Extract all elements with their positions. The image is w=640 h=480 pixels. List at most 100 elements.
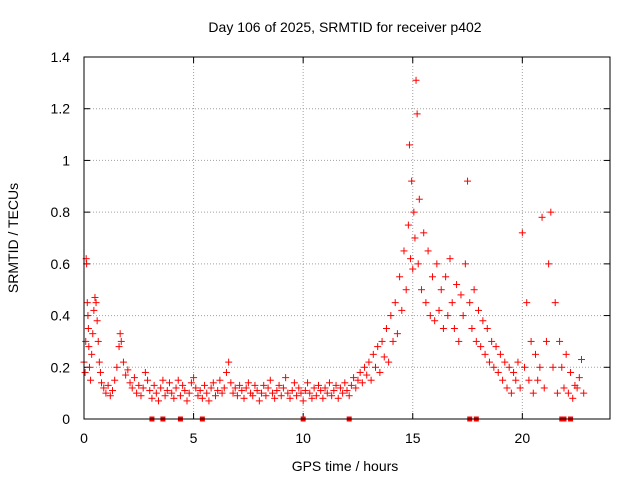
data-point [412,76,420,84]
data-point [343,387,351,395]
data-point [418,286,426,294]
data-point [152,389,160,397]
data-point [450,325,458,332]
data-point [422,299,430,307]
data-point [527,337,535,345]
data-point [468,325,476,332]
data-point [192,384,200,392]
data-point [428,273,436,281]
data-point [111,376,119,384]
data-point [135,381,143,389]
data-point [354,376,362,384]
data-point [415,195,423,203]
data-point [190,374,198,382]
data-point [144,376,152,384]
data-point [84,312,92,320]
y-tick-label: 0.6 [51,256,71,272]
data-point [408,177,416,185]
data-point [411,234,419,242]
data-point [157,384,165,392]
data-point [382,325,390,332]
data-point [165,379,173,387]
data-point [98,379,106,387]
data-point [242,384,250,392]
data-point [389,337,397,345]
data-point [442,273,450,281]
data-point [214,387,222,395]
data-point [185,389,193,397]
data-point [295,384,303,392]
data-point [225,358,233,366]
data-point [161,392,169,400]
data-point [496,350,504,358]
data-point [516,384,524,392]
data-point [297,389,305,397]
data-point [328,392,336,400]
data-point [117,337,125,345]
data-point [553,389,561,397]
data-point [575,374,583,382]
data-point [350,374,358,382]
data-point [92,299,100,307]
data-point [387,312,395,320]
data-point [301,387,309,395]
data-point [85,343,93,351]
y-tick-label: 0.2 [51,359,71,375]
data-point [212,392,219,400]
data-point [148,394,156,402]
data-point [402,286,410,294]
data-point [205,397,213,405]
data-point [405,141,413,149]
data-point [475,306,482,314]
data-point [347,381,355,389]
data-point [334,394,342,402]
data-point [510,368,518,376]
data-point [155,397,163,405]
data-point [116,330,124,338]
data-point [317,387,325,395]
data-point [93,317,101,325]
data-point [266,376,274,384]
x-tick-label: 10 [295,430,311,446]
data-point [108,387,116,395]
data-point [523,299,531,307]
y-tick-label: 1.2 [51,101,71,117]
data-point [525,376,533,384]
data-point [90,306,98,314]
data-point [201,381,209,389]
tick-labels: 0 0.2 0.4 0.6 0.8 1 1.2 1.4 0 5 10 15 20 [51,49,531,446]
data-point [507,389,515,397]
data-point [464,177,472,185]
data-point [547,208,555,216]
data-point [514,358,522,366]
data-point [282,374,290,382]
data-point [299,397,307,405]
data-point [459,312,467,320]
data-point [567,368,575,376]
plot-frame [83,56,611,420]
data-point [455,337,463,345]
data-point [413,110,421,118]
data-point [218,389,226,397]
data-point [453,281,461,289]
data-point [336,384,344,392]
data-point [229,389,237,397]
data-point [85,363,93,371]
data-point [227,379,235,387]
data-point [183,397,191,405]
data-point [400,247,408,255]
data-point [244,379,252,387]
data-point [549,363,557,371]
data-point [271,394,279,402]
data-point [83,299,91,307]
data-point [409,265,417,273]
data-point [466,299,474,307]
data-point [439,325,447,332]
data-point [209,379,217,387]
data-point [253,387,261,395]
data-point [358,379,366,387]
data-point [260,381,268,389]
data-point [308,394,316,402]
